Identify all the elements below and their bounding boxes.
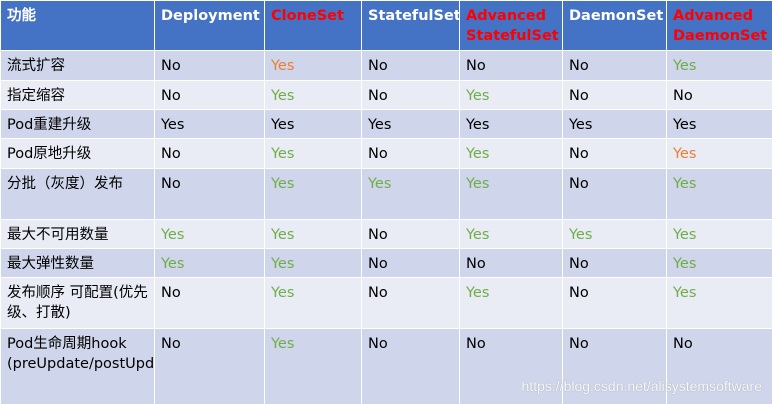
- value-cell: Yes: [265, 329, 362, 405]
- value-cell: No: [460, 249, 563, 278]
- value-cell: Yes: [265, 169, 362, 220]
- value-cell: No: [563, 249, 667, 278]
- feature-cell: 流式扩容: [1, 51, 155, 81]
- value-cell: Yes: [265, 110, 362, 139]
- value-cell: No: [563, 81, 667, 110]
- value-cell: No: [460, 51, 563, 81]
- value-cell: Yes: [362, 169, 460, 220]
- value-cell: No: [155, 169, 265, 220]
- feature-cell: 分批（灰度）发布: [1, 169, 155, 220]
- header-statefulset: StatefulSet: [362, 1, 460, 51]
- value-cell: No: [155, 278, 265, 329]
- value-cell: No: [362, 51, 460, 81]
- header-feature: 功能: [1, 1, 155, 51]
- header-advanced-statefulset: Advanced StatefulSet: [460, 1, 563, 51]
- value-cell: Yes: [460, 169, 563, 220]
- value-cell: No: [563, 51, 667, 81]
- value-cell: Yes: [667, 139, 772, 169]
- feature-cell: 最大不可用数量: [1, 220, 155, 249]
- feature-cell: Pod生命周期hook (preUpdate/postUpdate/preDel…: [1, 329, 155, 405]
- value-cell: No: [563, 139, 667, 169]
- header-deployment: Deployment: [155, 1, 265, 51]
- value-cell: No: [155, 139, 265, 169]
- value-cell: Yes: [265, 139, 362, 169]
- value-cell: Yes: [460, 81, 563, 110]
- value-cell: Yes: [667, 51, 772, 81]
- value-cell: No: [155, 81, 265, 110]
- value-cell: Yes: [265, 278, 362, 329]
- feature-cell: 最大弹性数量: [1, 249, 155, 278]
- value-cell: No: [362, 139, 460, 169]
- value-cell: No: [563, 169, 667, 220]
- value-cell: Yes: [667, 220, 772, 249]
- header-advanced-daemonset: Advanced DaemonSet: [667, 1, 772, 51]
- value-cell: No: [362, 249, 460, 278]
- value-cell: No: [362, 81, 460, 110]
- value-cell: Yes: [155, 110, 265, 139]
- value-cell: Yes: [460, 139, 563, 169]
- value-cell: Yes: [265, 220, 362, 249]
- value-cell: Yes: [667, 278, 772, 329]
- value-cell: Yes: [460, 220, 563, 249]
- value-cell: Yes: [460, 278, 563, 329]
- value-cell: No: [362, 329, 460, 405]
- value-cell: No: [563, 278, 667, 329]
- feature-cell: Pod重建升级: [1, 110, 155, 139]
- value-cell: Yes: [265, 51, 362, 81]
- value-cell: Yes: [667, 169, 772, 220]
- value-cell: Yes: [667, 249, 772, 278]
- value-cell: No: [667, 81, 772, 110]
- value-cell: No: [155, 329, 265, 405]
- header-daemonset: DaemonSet: [563, 1, 667, 51]
- value-cell: Yes: [667, 110, 772, 139]
- value-cell: Yes: [460, 110, 563, 139]
- value-cell: Yes: [563, 220, 667, 249]
- watermark: https://blog.csdn.net/alisystemsoftware: [522, 378, 762, 394]
- header-row: 功能 Deployment CloneSet StatefulSet Advan…: [1, 1, 772, 51]
- value-cell: No: [362, 278, 460, 329]
- value-cell: Yes: [563, 110, 667, 139]
- feature-cell: Pod原地升级: [1, 139, 155, 169]
- feature-cell: 指定缩容: [1, 81, 155, 110]
- value-cell: Yes: [265, 81, 362, 110]
- value-cell: Yes: [362, 110, 460, 139]
- value-cell: Yes: [155, 249, 265, 278]
- value-cell: Yes: [265, 249, 362, 278]
- value-cell: No: [362, 220, 460, 249]
- header-cloneset: CloneSet: [265, 1, 362, 51]
- value-cell: Yes: [155, 220, 265, 249]
- feature-cell: 发布顺序 可配置(优先级、打散): [1, 278, 155, 329]
- value-cell: No: [155, 51, 265, 81]
